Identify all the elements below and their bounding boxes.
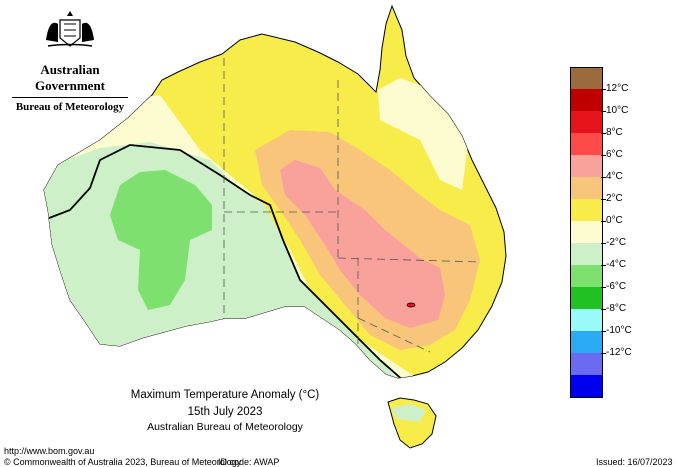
legend-tick [601,89,606,90]
legend-label: -12°C [606,347,632,358]
legend-label: 4°C [606,171,623,182]
legend-label: -4°C [606,259,627,270]
legend-tick [601,287,606,288]
map-title: Maximum Temperature Anomaly (°C) [130,389,320,401]
legend-label: 8°C [606,127,623,138]
legend-swatch [570,199,603,221]
legend-tick [601,199,606,200]
legend-swatch [570,177,603,199]
state-border-nsw-vic [357,317,431,353]
legend-tick [601,111,606,112]
state-border-qld-nsw [337,257,481,263]
legend-swatch [570,309,603,331]
legend-tick [601,133,606,134]
legend-swatch [570,353,603,375]
anomaly-hotspot [406,302,416,308]
footer-id-code: ID code: AWAP [218,457,280,467]
footer-url[interactable]: http://www.bom.gov.au [4,446,95,456]
legend-label: -10°C [606,325,632,336]
legend-label: 0°C [606,215,623,226]
legend-swatch [570,331,603,353]
anomaly-region-6-8 [280,160,445,328]
legend-label: -8°C [606,303,627,314]
legend-tick [601,265,606,266]
legend-tick [601,177,606,178]
coat-of-arms-emblem [46,11,94,47]
legend-swatch [570,111,603,133]
legend-tick [601,309,606,310]
legend-swatch [570,287,603,309]
legend-tick [601,353,606,354]
legend-swatch [570,155,603,177]
legend-swatch [570,67,603,90]
legend-swatch [570,133,603,155]
legend-swatch [570,221,603,243]
zero-anomaly-contour [44,144,406,378]
map-source: Australian Bureau of Meteorology [147,421,303,433]
legend-label: 2°C [606,193,623,204]
legend-swatch [570,243,603,265]
legend-label: -6°C [606,281,627,292]
footer-issued: Issued: 16/07/2023 [596,457,673,467]
legend-label: 10°C [606,105,629,116]
map-date: 15th July 2023 [187,406,263,418]
legend-tick [601,221,606,222]
legend-swatch [570,89,603,111]
footer-copyright: © Commonwealth of Australia 2023, Bureau… [4,457,242,467]
legend-tick [601,331,606,332]
government-logo: Australian Government Bureau of Meteorol… [8,12,132,113]
legend-swatch [570,375,603,398]
legend-tick [601,243,606,244]
legend-swatch [570,265,603,287]
tasmania [387,397,437,449]
logo-divider [12,97,128,98]
legend-label: 12°C [606,83,629,94]
map-caption: Maximum Temperature Anomaly (°C) 15th Ju… [100,389,350,433]
anomaly-region-minus-2-4 [110,170,212,310]
bureau-name: Bureau of Meteorology [15,101,125,113]
legend-label: -2°C [606,237,627,248]
government-name: Australian Government [34,62,106,93]
legend-label: 6°C [606,149,623,160]
legend-tick [601,155,606,156]
